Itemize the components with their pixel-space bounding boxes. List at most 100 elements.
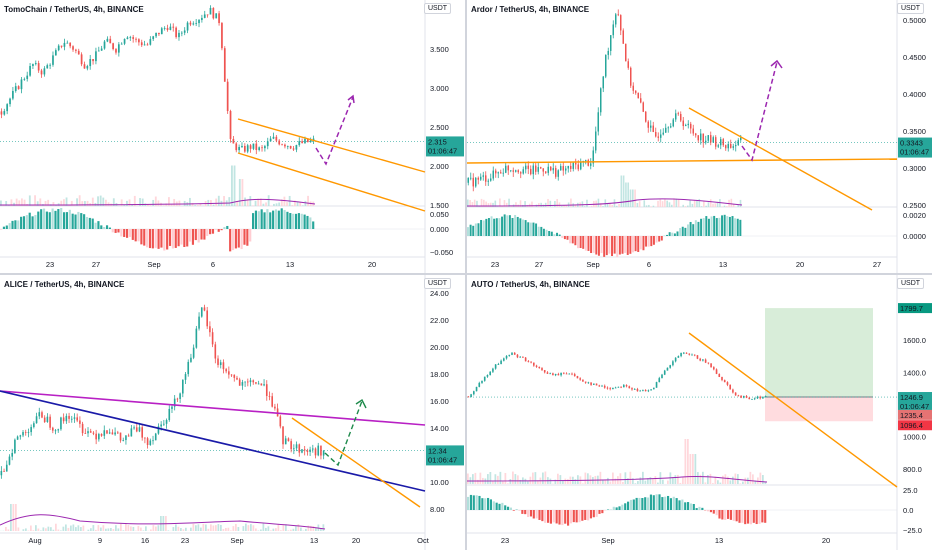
candle-body [537,167,539,172]
candle-body [647,390,650,392]
candle-body [557,170,559,177]
candle-body [625,385,628,387]
candle-body [565,168,567,171]
volume-bar [707,202,710,207]
volume-bar [257,198,260,206]
alice-chart-svg[interactable]: 24.00 22.00 20.00 18.00 16.00 14.00 10.00 8.00 1… [0,275,465,550]
oscillator-bar [755,510,758,525]
oscillator-bar [647,497,650,510]
price-axis-label: 2.000 [430,162,449,171]
candle-body [66,42,69,44]
volume-bar [560,206,563,207]
panel-divider-horizontal [0,273,932,275]
candle-body [517,170,519,173]
oscillator-bar [707,510,710,512]
oscillator-bar [160,229,163,248]
volume-bar [102,197,105,206]
oscillator-bar [695,508,698,510]
oscillator-bar [475,495,478,510]
volume-bar [689,454,692,484]
oscillator-bar [289,213,292,229]
candle-body [661,374,663,379]
volume-bar [70,200,73,206]
candle-body [533,362,535,366]
candle-body [130,428,133,437]
candle-body [133,427,135,429]
projection-arrowhead [355,398,367,409]
candle-body [470,177,472,179]
oscillator-bar [566,236,569,240]
candle-body [507,165,509,171]
oscillator-bar [257,211,260,229]
oscillator-bar [80,213,83,229]
auto-chart-svg[interactable]: 1600.0 1400.0 1000.0 800.0 25.0 0.0 −25.0 1799.… [467,275,932,550]
candle-body [100,48,103,51]
volume-bar [280,199,283,206]
volume-bar [551,206,554,207]
candle-body [570,165,572,169]
volume-bar [100,527,102,531]
tomochain-chart-svg[interactable]: 4.0003.5003.0002.5002.0001.5000.0500.000… [0,0,465,273]
candle-body [710,363,712,368]
oscillator-bar [189,229,192,242]
oscillator-bar [495,502,498,510]
candle-body [653,387,655,390]
volume-bar [489,471,492,484]
volume-bar [227,527,230,531]
oscillator-bar [45,211,48,229]
oscillator-bar [529,222,532,236]
candle-body [593,383,595,385]
oscillator-bar [724,510,727,520]
candle-body [571,373,573,375]
oscillator-bar [577,236,579,249]
volume-bar [497,475,499,484]
chart-panel-tomochain[interactable]: 4.0003.5003.0002.5002.0001.5000.0500.000… [0,0,465,273]
volume-bar [307,195,309,206]
volume-bar [39,198,42,206]
volume-bar [712,203,714,207]
candle-body [552,168,554,171]
volume-bar [673,198,675,207]
candle-body [576,376,579,379]
price-axis-label: 1000.0 [903,433,926,442]
candle-body [75,49,77,51]
currency-badge[interactable]: USDT [424,278,452,289]
currency-badge[interactable]: USDT [897,278,925,289]
last-price-tag-bg [898,137,932,158]
candle-body [182,379,184,394]
oscillator-bar [668,232,671,236]
volume-bar [564,478,567,484]
candle-body [587,382,590,384]
oscillator-bar [532,510,535,519]
candle-body [14,86,17,91]
candle-body [260,383,263,386]
panel-divider-vertical [465,0,467,550]
volume-bar [137,525,140,531]
candle-body [639,390,641,392]
currency-badge[interactable]: USDT [424,3,452,14]
date-axis-label: 6 [647,260,651,269]
chart-title: Ardor / TetherUS, 4h, BINANCE [471,5,590,14]
volume-bar [624,472,627,484]
candle-body [759,396,761,399]
chart-panel-auto[interactable]: 1600.0 1400.0 1000.0 800.0 25.0 0.0 −25.0 1799.… [467,275,932,550]
chart-panel-alice[interactable]: 24.00 22.00 20.00 18.00 16.00 14.00 10.00 8.00 1… [0,275,465,550]
candle-body [46,416,49,423]
volume-bar [627,182,630,207]
candle-body [261,147,263,149]
candle-body [657,136,659,138]
candle-body [135,38,137,40]
currency-badge[interactable]: USDT [897,3,925,14]
candle-body [662,132,664,135]
price-axis-label: 2.500 [430,123,449,132]
volume-bar [714,476,717,484]
candle-body [505,355,508,359]
ardor-chart-svg[interactable]: 0.50000.45000.40000.35000.30000.25000.00… [467,0,932,273]
candle-body [475,177,477,187]
candle-body [612,387,614,390]
candle-body [734,392,737,396]
chart-panel-ardor[interactable]: 0.5000 0.4500 0.4000 0.3500 0.3000 0.2500 0.00… [467,0,932,273]
volume-bar [252,525,255,531]
candle-body [495,170,497,174]
volume-bar [265,527,267,531]
